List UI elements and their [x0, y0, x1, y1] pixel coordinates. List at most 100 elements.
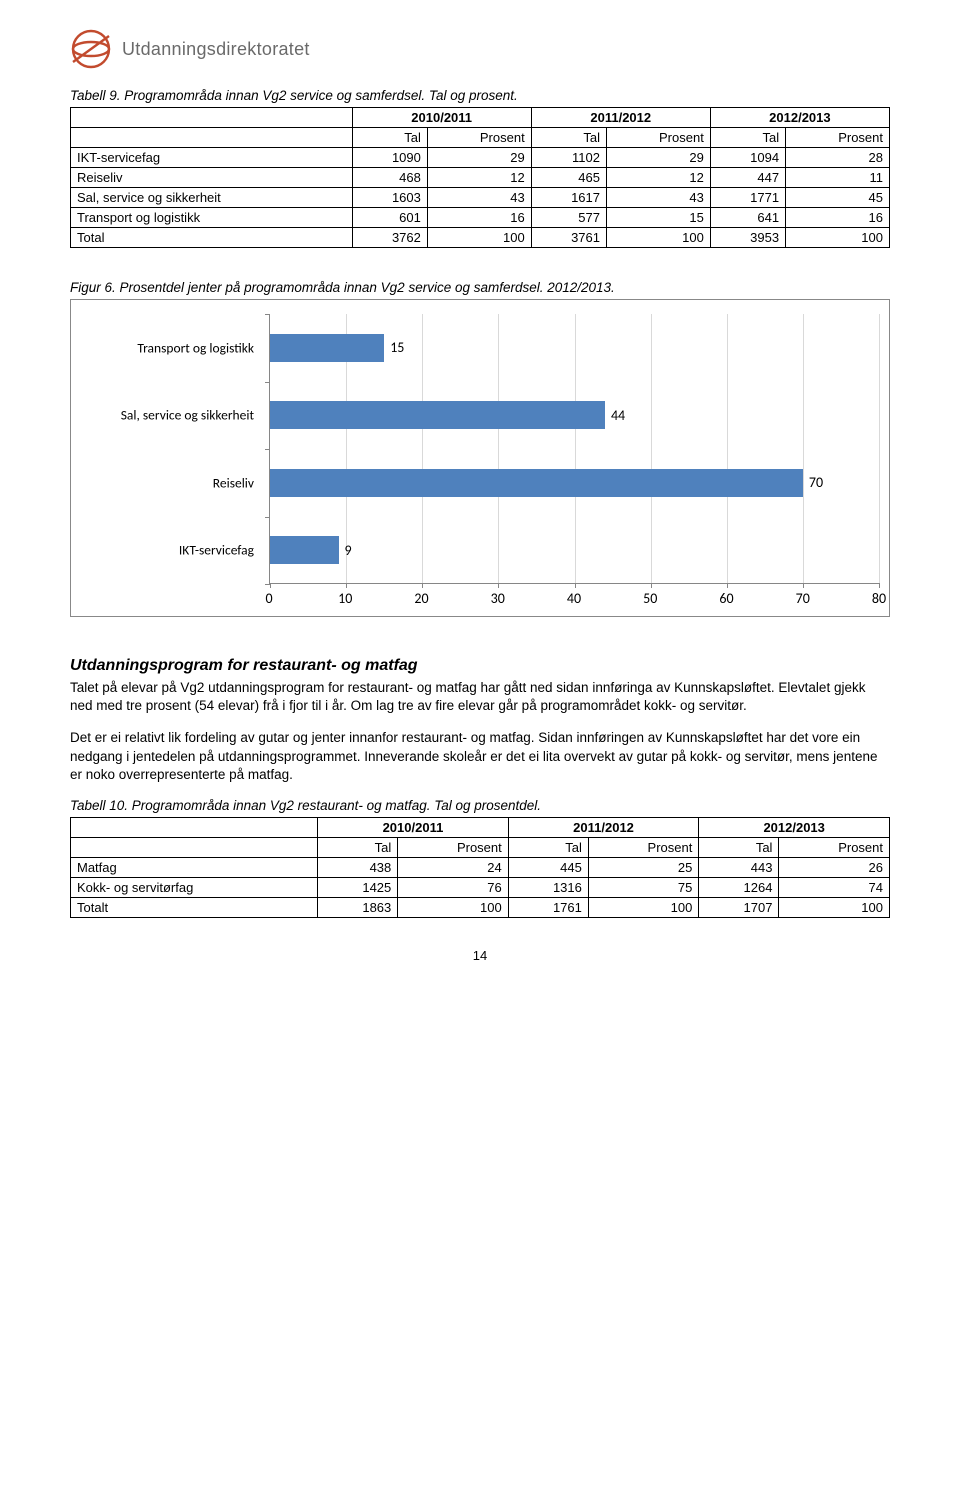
y-axis-label: IKT-servicefag	[82, 542, 262, 559]
bar-value-label: 15	[390, 339, 404, 356]
page-number: 14	[70, 948, 890, 963]
cell: 1771	[710, 188, 785, 208]
cell: 74	[779, 878, 890, 898]
y-axis-label: Transport og logistikk	[82, 339, 262, 356]
figure6-chart: Transport og logistikk 15 Sal, service og …	[70, 299, 890, 617]
cell: 12	[606, 168, 710, 188]
cell: 1094	[710, 148, 785, 168]
cell: 3761	[531, 228, 606, 248]
table-row: Sal, service og sikkerheit16034316174317…	[71, 188, 890, 208]
cell: 641	[710, 208, 785, 228]
bar	[270, 469, 803, 497]
table10-year-2: 2012/2013	[699, 818, 890, 838]
cell: 43	[606, 188, 710, 208]
org-name: Utdanningsdirektoratet	[122, 39, 310, 60]
table10-year-0: 2010/2011	[318, 818, 509, 838]
row-label: Reiseliv	[71, 168, 353, 188]
cell: 100	[786, 228, 890, 248]
cell: 577	[531, 208, 606, 228]
cell: 29	[606, 148, 710, 168]
cell: 100	[427, 228, 531, 248]
row-label: Transport og logistikk	[71, 208, 353, 228]
x-axis-label: 20	[414, 590, 428, 607]
cell: 100	[606, 228, 710, 248]
table-row: Transport og logistikk601165771564116	[71, 208, 890, 228]
logo-icon	[70, 28, 112, 70]
bar-value-label: 44	[611, 407, 625, 424]
cell: 1090	[352, 148, 427, 168]
cell: 601	[352, 208, 427, 228]
y-axis-label: Reiseliv	[82, 474, 262, 491]
x-axis-label: 0	[265, 590, 272, 607]
table9-year-1: 2011/2012	[531, 108, 710, 128]
cell: 43	[427, 188, 531, 208]
cell: 443	[699, 858, 779, 878]
cell: 29	[427, 148, 531, 168]
x-axis-label: 10	[338, 590, 352, 607]
table9-year-2: 2012/2013	[710, 108, 889, 128]
x-axis-label: 40	[567, 590, 581, 607]
cell: 1603	[352, 188, 427, 208]
table-row: Totalt186310017611001707100	[71, 898, 890, 918]
cell: 438	[318, 858, 398, 878]
table-row: Kokk- og servitørfag142576131675126474	[71, 878, 890, 898]
row-label: Sal, service og sikkerheit	[71, 188, 353, 208]
row-label: Totalt	[71, 898, 318, 918]
cell: 1707	[699, 898, 779, 918]
bar	[270, 401, 605, 429]
cell: 465	[531, 168, 606, 188]
x-axis-label: 30	[491, 590, 505, 607]
table-row: IKT-servicefag109029110229109428	[71, 148, 890, 168]
cell: 100	[588, 898, 698, 918]
table10-caption: Tabell 10. Programområda innan Vg2 resta…	[70, 798, 890, 813]
cell: 100	[779, 898, 890, 918]
x-axis-label: 60	[719, 590, 733, 607]
row-label: IKT-servicefag	[71, 148, 353, 168]
bar	[270, 334, 384, 362]
page-header: Utdanningsdirektoratet	[70, 28, 890, 70]
row-label: Matfag	[71, 858, 318, 878]
figure6-caption: Figur 6. Prosentdel jenter på programomr…	[70, 280, 890, 295]
bar-value-label: 70	[809, 474, 823, 491]
table10-year-1: 2011/2012	[508, 818, 699, 838]
cell: 25	[588, 858, 698, 878]
cell: 45	[786, 188, 890, 208]
cell: 11	[786, 168, 890, 188]
cell: 3762	[352, 228, 427, 248]
cell: 15	[606, 208, 710, 228]
table9: 2010/2011 2011/2012 2012/2013 Tal Prosen…	[70, 107, 890, 248]
cell: 1761	[508, 898, 588, 918]
cell: 447	[710, 168, 785, 188]
table-row: Reiseliv468124651244711	[71, 168, 890, 188]
table9-caption: Tabell 9. Programområda innan Vg2 servic…	[70, 88, 890, 103]
cell: 3953	[710, 228, 785, 248]
section-body: Talet på elevar på Vg2 utdanningsprogram…	[70, 679, 890, 784]
x-axis-label: 80	[872, 590, 886, 607]
cell: 1425	[318, 878, 398, 898]
section-title: Utdanningsprogram for restaurant- og mat…	[70, 657, 890, 675]
cell: 24	[398, 858, 508, 878]
bar	[270, 536, 339, 564]
cell: 16	[786, 208, 890, 228]
para-1: Det er ei relativt lik fordeling av guta…	[70, 729, 890, 784]
para-0: Talet på elevar på Vg2 utdanningsprogram…	[70, 679, 890, 715]
table-row: Total376210037611003953100	[71, 228, 890, 248]
y-axis-label: Sal, service og sikkerheit	[82, 407, 262, 424]
cell: 468	[352, 168, 427, 188]
cell: 75	[588, 878, 698, 898]
bar-value-label: 9	[345, 542, 352, 559]
cell: 1102	[531, 148, 606, 168]
cell: 16	[427, 208, 531, 228]
cell: 445	[508, 858, 588, 878]
table10: 2010/2011 2011/2012 2012/2013 Tal Prosen…	[70, 817, 890, 918]
cell: 1264	[699, 878, 779, 898]
cell: 100	[398, 898, 508, 918]
cell: 12	[427, 168, 531, 188]
cell: 1863	[318, 898, 398, 918]
x-axis-label: 70	[796, 590, 810, 607]
cell: 26	[779, 858, 890, 878]
table9-year-0: 2010/2011	[352, 108, 531, 128]
x-axis-label: 50	[643, 590, 657, 607]
cell: 76	[398, 878, 508, 898]
cell: 28	[786, 148, 890, 168]
